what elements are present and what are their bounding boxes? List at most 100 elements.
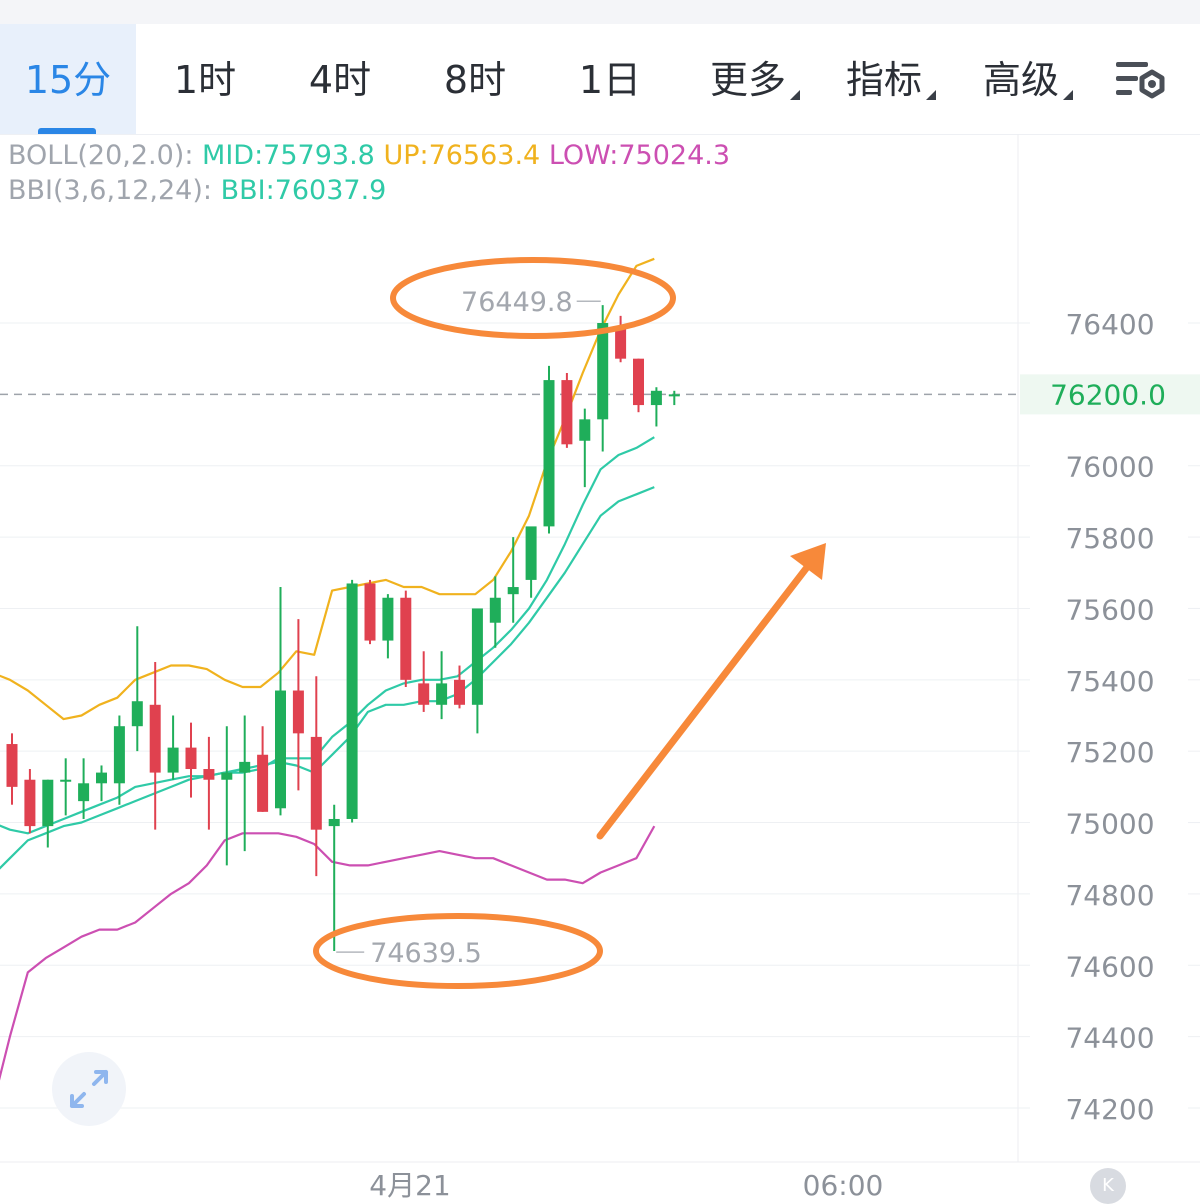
k-line-button[interactable]: K — [1090, 1168, 1126, 1204]
candle — [310, 676, 322, 877]
candle-body — [650, 390, 662, 406]
candle — [221, 726, 233, 866]
candle — [471, 608, 483, 734]
candle-body — [507, 587, 519, 595]
boll-lower-line — [0, 825, 656, 1081]
tab-label: 1时 — [173, 58, 237, 102]
boll-low-value: LOW:75024.3 — [548, 140, 731, 171]
candle-body — [131, 701, 143, 727]
tab-label: 15分 — [24, 58, 112, 102]
boll-up-value: UP:76563.4 — [383, 140, 541, 171]
candle — [543, 365, 555, 534]
bbi-indicator-row: BBI(3,6,12,24): BBI:76037.9 — [8, 175, 386, 206]
k-line-icon: K — [1102, 1175, 1114, 1196]
max-price-label: 76449.8 — [461, 287, 573, 318]
tab-1h[interactable]: 1时 — [150, 24, 260, 134]
candle-body — [96, 772, 107, 784]
candle-body — [275, 690, 286, 809]
candle-body — [418, 683, 430, 705]
candle-body — [668, 394, 680, 397]
candle — [60, 758, 72, 816]
candle — [149, 661, 161, 830]
candle — [650, 387, 662, 427]
candle-body — [257, 754, 269, 812]
candle — [507, 537, 519, 623]
candle-body — [167, 747, 179, 773]
candle-body — [346, 583, 358, 819]
y-tick-label: 74800 — [1065, 879, 1154, 912]
candle-body — [328, 818, 340, 827]
candle — [454, 665, 465, 709]
caret-icon — [790, 90, 801, 100]
tab-8h[interactable]: 8时 — [420, 24, 530, 134]
boll-mid-line — [0, 436, 655, 835]
y-tick-label: 75000 — [1065, 808, 1154, 841]
tab-4h[interactable]: 4时 — [285, 24, 395, 134]
boll-mid-value: MID:75793.8 — [202, 140, 375, 171]
y-tick-label: 74200 — [1065, 1093, 1154, 1126]
candle — [561, 372, 573, 448]
candle-body — [579, 419, 591, 441]
chart-settings-button[interactable] — [1112, 54, 1172, 110]
candle — [579, 408, 591, 488]
boll-indicator-row: BOLL(20,2.0): MID:75793.8 UP:76563.4 LOW… — [8, 140, 730, 171]
min-price-label: 74639.5 — [370, 938, 482, 969]
caret-icon — [1063, 90, 1074, 100]
candle — [436, 651, 448, 720]
x-tick-label: 06:00 — [803, 1169, 884, 1198]
tab-1d[interactable]: 1日 — [555, 24, 665, 134]
candle-body — [561, 380, 573, 445]
advanced-dropdown[interactable]: 高级 — [983, 24, 1074, 134]
uptrend-arrow-shaft — [596, 562, 812, 840]
candle-body — [221, 772, 233, 780]
candle-body — [185, 747, 197, 770]
expand-button[interactable] — [52, 1052, 126, 1126]
candle — [275, 587, 286, 816]
candle — [239, 715, 251, 852]
candle — [489, 576, 501, 648]
candle — [382, 594, 394, 659]
candle — [346, 579, 358, 823]
tab-label: 1日 — [578, 58, 642, 102]
expand-icon — [70, 1070, 108, 1108]
candle-body — [292, 690, 304, 734]
y-tick-label: 75800 — [1065, 522, 1154, 555]
tab-label: 8时 — [443, 58, 507, 102]
candle — [167, 715, 179, 780]
y-tick-label: 75600 — [1065, 593, 1154, 626]
indicators-dropdown[interactable]: 指标 — [846, 24, 937, 134]
min-highlight-ellipse — [313, 913, 603, 989]
candle-body — [543, 380, 555, 527]
boll-label: BOLL(20,2.0): — [8, 140, 194, 171]
candle — [42, 779, 54, 848]
candle-body — [489, 597, 501, 623]
more-dropdown[interactable]: 更多 — [710, 24, 801, 134]
candle — [78, 758, 90, 819]
bbi-value: BBI:76037.9 — [220, 175, 387, 206]
current-price-tag — [1020, 374, 1200, 415]
candle — [633, 358, 644, 413]
candle-body — [364, 583, 376, 641]
candle-body — [24, 779, 36, 827]
uptrend-arrow-head — [790, 543, 826, 580]
dropdown-label: 指标 — [846, 58, 923, 102]
candle — [257, 726, 269, 812]
candle — [203, 736, 215, 830]
timeframe-tabbar: 15分 1时 4时 8时 1日 更多 指标 高级 — [0, 24, 1200, 135]
chart-settings-icon — [1116, 62, 1165, 99]
candle — [418, 651, 430, 712]
y-tick-label: 74600 — [1065, 950, 1154, 983]
y-tick-label: 75200 — [1065, 736, 1154, 769]
candlestick-chart[interactable]: 76400 76000 75800 75600 75400 75200 75000 74800… — [0, 134, 1200, 1198]
candle-body — [203, 769, 215, 780]
y-tick-label: 74400 — [1065, 1022, 1154, 1055]
boll-upper-line — [0, 257, 655, 721]
candle — [525, 526, 537, 598]
candle — [96, 765, 107, 802]
y-tick-label: 76400 — [1065, 308, 1154, 341]
bbi-line — [0, 486, 655, 870]
candle-body — [471, 608, 483, 705]
max-highlight-ellipse — [390, 257, 676, 339]
caret-icon — [926, 90, 937, 100]
tab-15m[interactable]: 15分 — [0, 24, 136, 134]
